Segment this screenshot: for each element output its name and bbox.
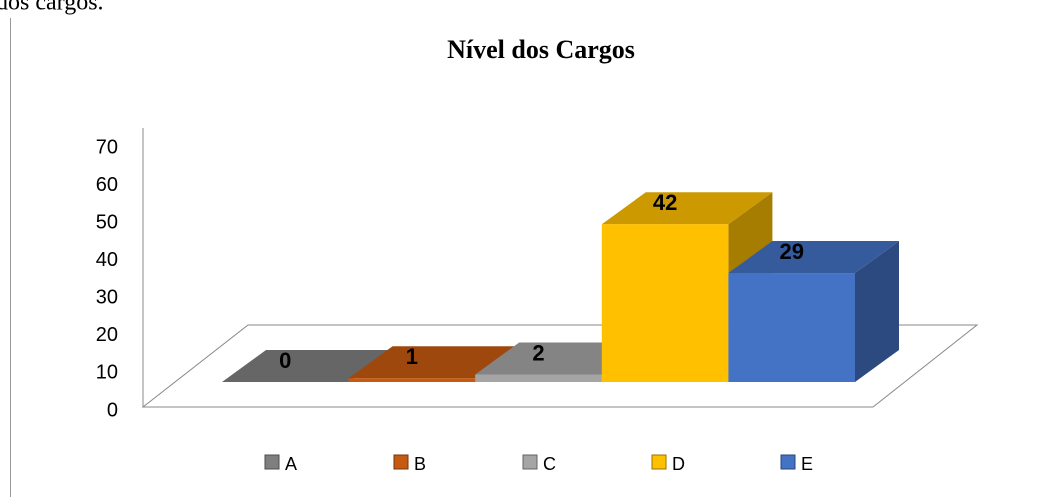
y-tick-label: 10 <box>96 362 118 384</box>
bar <box>475 374 602 382</box>
legend-label: A <box>285 454 297 474</box>
bar-top <box>601 192 773 225</box>
bar <box>348 378 476 382</box>
legend-label: C <box>543 454 556 474</box>
bar-top <box>728 241 899 274</box>
legend-swatch <box>651 454 667 470</box>
bar <box>601 224 729 382</box>
bar-top <box>222 350 393 382</box>
legend-label: D <box>672 454 685 474</box>
y-tick-label: 60 <box>96 174 118 196</box>
legend-swatch <box>780 454 796 470</box>
legend-swatch <box>522 454 538 470</box>
y-tick-label: 20 <box>96 324 118 346</box>
header-text: dos cargos. <box>0 0 104 16</box>
data-label: 1 <box>406 344 418 369</box>
bar-top <box>348 346 520 379</box>
legend-label: E <box>801 454 813 474</box>
y-tick-label: 50 <box>96 211 118 233</box>
data-label: 42 <box>653 190 677 215</box>
y-tick-label: 40 <box>96 249 118 271</box>
bar-side <box>855 241 899 382</box>
data-label: 0 <box>279 348 291 373</box>
bar <box>728 273 855 382</box>
legend-label: B <box>414 454 426 474</box>
y-tick-label: 30 <box>96 287 118 309</box>
y-tick-label: 0 <box>107 399 118 421</box>
data-label: 29 <box>779 239 803 264</box>
legend-swatch <box>393 454 409 470</box>
chart-title: Nível dos Cargos <box>447 35 635 64</box>
y-tick-label: 70 <box>96 136 118 158</box>
legend-swatch <box>264 454 280 470</box>
data-label: 2 <box>532 340 544 365</box>
